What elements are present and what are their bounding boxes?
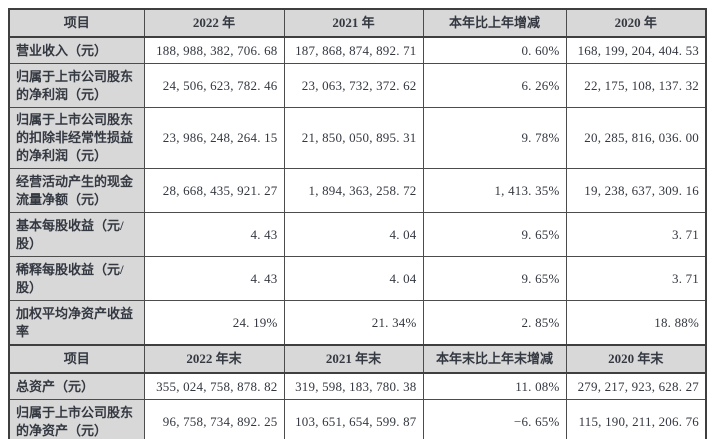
header-row-year-end: 项目 2022 年末 2021 年末 本年末比上年末增减 2020 年末 [8,344,707,374]
value-cell-2022: 4. 43 [143,212,285,257]
value-cell-2021: 103, 651, 654, 599. 87 [283,399,424,439]
value-cell-2022: 188, 988, 382, 706. 68 [143,36,285,64]
change-cell: 1, 413. 35% [422,168,567,213]
change-cell: 9. 78% [422,107,567,169]
table-row-weighted-avg-roe: 加权平均净资产收益率 24. 19% 21. 34% 2. 85% 18. 88… [8,300,707,346]
value-cell-2021: 1, 894, 363, 258. 72 [283,168,424,213]
value-cell-2022: 24, 506, 623, 782. 46 [143,63,285,108]
value-cell-2021: 4. 04 [283,212,424,257]
table-row-net-profit: 归属于上市公司股东的净利润（元） 24, 506, 623, 782. 46 2… [8,63,707,108]
change-cell: −6. 65% [422,399,567,439]
header-cell-item: 项目 [8,344,145,374]
table-row-diluted-eps: 稀释每股收益（元/股） 4. 43 4. 04 9. 65% 3. 71 [8,256,707,301]
table-row-net-profit-excl-nonrecurring: 归属于上市公司股东的扣除非经常性损益的净利润（元） 23, 986, 248, … [8,107,707,169]
table-row-operating-cash-flow: 经营活动产生的现金流量净额（元） 28, 668, 435, 921. 27 1… [8,168,707,213]
row-label-cell: 营业收入（元） [8,36,145,64]
value-cell-2020: 279, 217, 923, 628. 27 [565,372,707,400]
value-cell-2022: 4. 43 [143,256,285,301]
header-cell-2021-end: 2021 年末 [283,344,424,374]
change-cell: 0. 60% [422,36,567,64]
row-label-cell: 归属于上市公司股东的净资产（元） [8,399,145,439]
value-cell-2020: 19, 238, 637, 309. 16 [565,168,707,213]
table-row-revenue: 营业收入（元） 188, 988, 382, 706. 68 187, 868,… [8,36,707,64]
row-label-cell: 归属于上市公司股东的净利润（元） [8,63,145,108]
value-cell-2021: 21. 34% [283,300,424,346]
value-cell-2022: 28, 668, 435, 921. 27 [143,168,285,213]
header-row-annual: 项目 2022 年 2021 年 本年比上年增减 2020 年 [8,8,707,38]
change-cell: 6. 26% [422,63,567,108]
value-cell-2020: 3. 71 [565,212,707,257]
value-cell-2021: 4. 04 [283,256,424,301]
value-cell-2020: 22, 175, 108, 137. 32 [565,63,707,108]
value-cell-2020: 168, 199, 204, 404. 53 [565,36,707,64]
row-label-cell: 总资产（元） [8,372,145,400]
header-cell-item: 项目 [8,8,145,38]
value-cell-2022: 355, 024, 758, 878. 82 [143,372,285,400]
header-cell-2020: 2020 年 [565,8,707,38]
value-cell-2021: 23, 063, 732, 372. 62 [283,63,424,108]
value-cell-2020: 20, 285, 816, 036. 00 [565,107,707,169]
value-cell-2022: 24. 19% [143,300,285,346]
value-cell-2021: 21, 850, 050, 895. 31 [283,107,424,169]
header-cell-2022-end: 2022 年末 [143,344,285,374]
row-label-cell: 稀释每股收益（元/股） [8,256,145,301]
value-cell-2020: 3. 71 [565,256,707,301]
document-page: 项目 2022 年 2021 年 本年比上年增减 2020 年 营业收入（元） … [0,8,713,439]
value-cell-2020: 115, 190, 211, 206. 76 [565,399,707,439]
header-cell-2020-end: 2020 年末 [565,344,707,374]
value-cell-2022: 96, 758, 734, 892. 25 [143,399,285,439]
financial-summary-table: 项目 2022 年 2021 年 本年比上年增减 2020 年 营业收入（元） … [8,8,707,439]
table-row-basic-eps: 基本每股收益（元/股） 4. 43 4. 04 9. 65% 3. 71 [8,212,707,257]
value-cell-2022: 23, 986, 248, 264. 15 [143,107,285,169]
header-cell-2021: 2021 年 [283,8,424,38]
row-label-cell: 归属于上市公司股东的扣除非经常性损益的净利润（元） [8,107,145,169]
row-label-cell: 加权平均净资产收益率 [8,300,145,346]
value-cell-2021: 319, 598, 183, 780. 38 [283,372,424,400]
table-row-net-assets: 归属于上市公司股东的净资产（元） 96, 758, 734, 892. 25 1… [8,399,707,439]
row-label-cell: 经营活动产生的现金流量净额（元） [8,168,145,213]
table-row-total-assets: 总资产（元） 355, 024, 758, 878. 82 319, 598, … [8,372,707,400]
header-cell-2022: 2022 年 [143,8,285,38]
value-cell-2021: 187, 868, 874, 892. 71 [283,36,424,64]
change-cell: 11. 08% [422,372,567,400]
header-cell-yoy-change: 本年比上年增减 [422,8,567,38]
change-cell: 2. 85% [422,300,567,346]
header-cell-year-end-change: 本年末比上年末增减 [422,344,567,374]
row-label-cell: 基本每股收益（元/股） [8,212,145,257]
change-cell: 9. 65% [422,212,567,257]
change-cell: 9. 65% [422,256,567,301]
value-cell-2020: 18. 88% [565,300,707,346]
